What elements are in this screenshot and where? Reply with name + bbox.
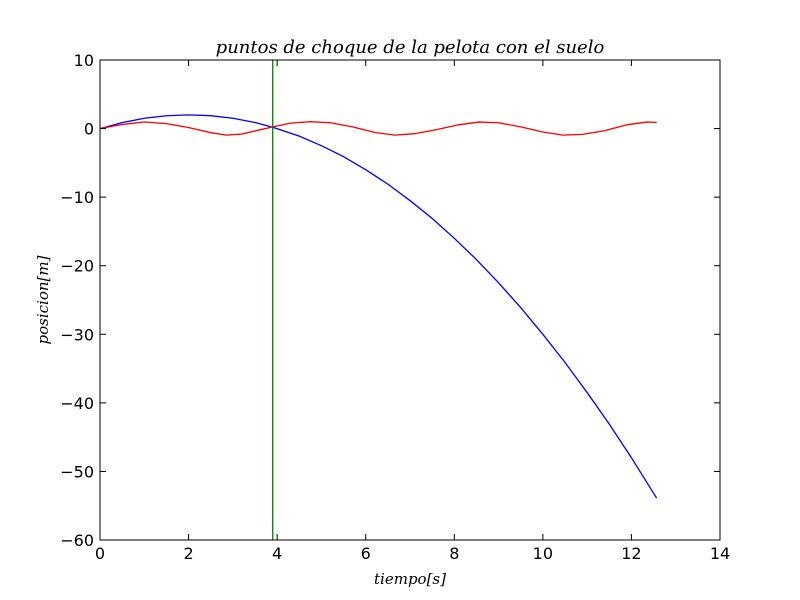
chart-title: puntos de choque de la pelota con el sue… — [216, 37, 605, 58]
y-tick-label: −30 — [60, 325, 94, 344]
y-tick-label: −10 — [60, 188, 94, 207]
x-tick-label: 14 — [710, 544, 730, 563]
x-tick-label: 6 — [361, 544, 371, 563]
series-layer — [99, 60, 658, 540]
x-tick-label: 4 — [272, 544, 282, 563]
tick-layer: 0 2 4 6 8 10 12 14 10 0 −10 −20 −30 −40 −50 −60 — [60, 51, 730, 563]
series-line-0 — [99, 114, 658, 499]
x-axis-label: tiempo[s] — [374, 570, 446, 588]
y-axis-label: posicion[m] — [34, 255, 52, 344]
y-tick-label: −20 — [60, 257, 94, 276]
y-tick-label: −50 — [60, 462, 94, 481]
x-tick-label: 8 — [449, 544, 459, 563]
x-tick-label: 2 — [183, 544, 193, 563]
x-tick-label: 12 — [621, 544, 641, 563]
y-tick-label: −40 — [60, 394, 94, 413]
plot-area — [100, 60, 720, 540]
series-line-1 — [99, 121, 657, 136]
y-tick-label: 0 — [84, 120, 94, 139]
x-tick-label: 10 — [533, 544, 553, 563]
y-tick-label: −60 — [60, 531, 94, 550]
y-tick-label: 10 — [74, 51, 94, 70]
plot-frame — [99, 59, 721, 541]
x-tick-label: 0 — [95, 544, 105, 563]
